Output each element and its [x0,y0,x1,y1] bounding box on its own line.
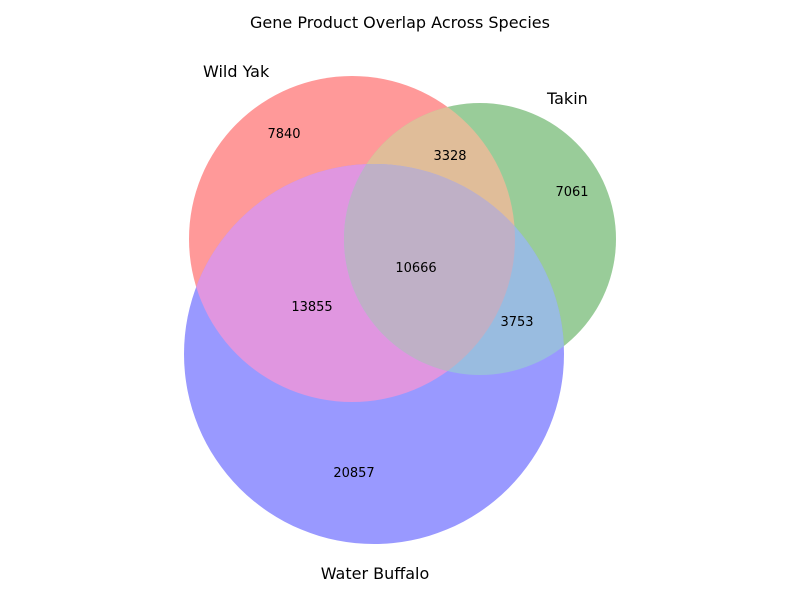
count-wild-yak-only: 7840 [267,127,300,142]
count-takin-water-buffalo: 3753 [500,315,533,330]
count-water-buffalo-only: 20857 [333,466,374,481]
count-wild-yak-takin: 3328 [433,149,466,164]
count-all-three: 10666 [395,261,436,276]
set-label-takin: Takin [546,89,588,108]
count-wild-yak-water-buffalo: 13855 [291,300,332,315]
count-takin-only: 7061 [555,185,588,200]
set-label-water-buffalo: Water Buffalo [321,564,430,583]
diagram-title: Gene Product Overlap Across Species [250,13,550,32]
set-label-wild-yak: Wild Yak [203,62,270,81]
